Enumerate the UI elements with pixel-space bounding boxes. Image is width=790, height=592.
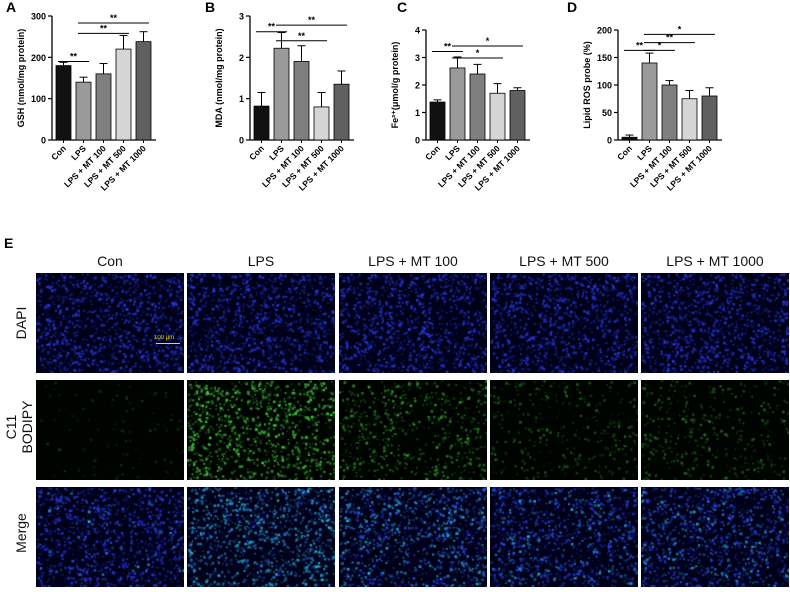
chart-b-bar bbox=[313, 106, 330, 141]
chart-c-y-tick-label: 1 bbox=[415, 108, 420, 118]
chart-c-y-axis-label: Fe²⁺(μmol/g protein) bbox=[390, 42, 400, 129]
chart-b-y-axis-label: MDA (nmol/mg protein) bbox=[214, 28, 224, 127]
chart-c-bar bbox=[509, 90, 526, 141]
chart-a-y-axis-label: GSH (nmol/mg protein) bbox=[16, 29, 26, 128]
micrograph-merge-0 bbox=[36, 487, 184, 587]
chart-b-significance-label: ** bbox=[308, 15, 316, 25]
column-header-mt1000: LPS + MT 1000 bbox=[666, 253, 764, 269]
chart-d-significance-label: * bbox=[658, 40, 662, 50]
chart-d-significance-label: ** bbox=[636, 40, 644, 50]
micrograph-dapi-4 bbox=[641, 273, 789, 373]
chart-a-bar bbox=[55, 65, 72, 141]
micrograph-dapi-1 bbox=[187, 273, 335, 373]
chart-b-y-tick-label: 2 bbox=[239, 53, 244, 63]
chart-c-y-tick-label: 4 bbox=[415, 26, 420, 36]
chart-a-bar bbox=[135, 41, 152, 141]
chart-a-category-label: Con bbox=[49, 143, 68, 162]
micrograph-bodipy-4 bbox=[641, 380, 789, 480]
chart-d-bar bbox=[681, 98, 698, 141]
chart-a-panel-letter: A bbox=[6, 0, 16, 15]
chart-d-category-label: Con bbox=[615, 143, 634, 162]
micrograph-merge-2 bbox=[339, 487, 487, 587]
row-label-c11-bodipy: C11 BODIPY bbox=[3, 400, 35, 454]
micrograph-merge-4 bbox=[641, 487, 789, 587]
chart-c-bar bbox=[469, 73, 486, 141]
microscopy-panel: E Con LPS LPS + MT 100 LPS + MT 500 LPS … bbox=[0, 225, 790, 592]
chart-b-bar bbox=[273, 47, 290, 141]
chart-d-bar bbox=[701, 95, 718, 141]
row-label-dapi: DAPI bbox=[13, 306, 29, 340]
chart-d-bar bbox=[641, 62, 658, 141]
chart-d-significance-label: ** bbox=[666, 33, 674, 43]
micrograph-dapi-3 bbox=[490, 273, 638, 373]
chart-d-y-tick-label: 100 bbox=[597, 81, 612, 91]
chart-b-category-label: Con bbox=[247, 143, 266, 162]
chart-d-significance-label: * bbox=[678, 24, 682, 34]
chart-a-significance-label: ** bbox=[70, 51, 78, 61]
micrograph-dapi-0 bbox=[36, 273, 184, 373]
micrograph-bodipy-0 bbox=[36, 380, 184, 480]
column-header-mt500: LPS + MT 500 bbox=[519, 253, 609, 269]
chart-c-significance-label: * bbox=[476, 48, 480, 58]
chart-b-panel-letter: B bbox=[205, 0, 215, 15]
chart-c-significance-label: * bbox=[486, 36, 490, 46]
chart-c-bar bbox=[449, 67, 466, 141]
chart-a-significance-label: ** bbox=[100, 23, 108, 33]
chart-a-y-tick-label: 0 bbox=[41, 136, 46, 146]
chart-a-y-tick-label: 300 bbox=[31, 12, 46, 22]
chart-b-bar bbox=[333, 83, 350, 141]
column-header-mt100: LPS + MT 100 bbox=[368, 253, 458, 269]
column-header-lps: LPS bbox=[247, 253, 275, 269]
chart-b-y-tick-label: 1 bbox=[239, 94, 244, 104]
column-header-con: Con bbox=[97, 253, 123, 269]
chart-a-bar bbox=[115, 48, 132, 141]
micrograph-bodipy-3 bbox=[490, 380, 638, 480]
chart-c-bar bbox=[489, 92, 506, 141]
chart-b-significance-label: ** bbox=[298, 31, 306, 41]
chart-a-y-tick-label: 200 bbox=[31, 53, 46, 63]
micrograph-merge-3 bbox=[490, 487, 638, 587]
chart-d-y-tick-label: 200 bbox=[597, 26, 612, 36]
micrograph-bodipy-1 bbox=[187, 380, 335, 480]
chart-d-bar bbox=[661, 84, 678, 141]
chart-d-y-tick-label: 0 bbox=[607, 136, 612, 146]
chart-a-bar bbox=[95, 73, 112, 141]
chart-c-y-tick-label: 0 bbox=[415, 136, 420, 146]
chart-b-y-tick-label: 0 bbox=[239, 136, 244, 146]
chart-b-bar bbox=[293, 61, 310, 141]
scale-bar bbox=[156, 343, 180, 344]
chart-c-category-label: Con bbox=[423, 143, 442, 162]
chart-a-y-tick-label: 100 bbox=[31, 94, 46, 104]
micrograph-bodipy-2 bbox=[339, 380, 487, 480]
chart-a-bar bbox=[75, 81, 92, 141]
chart-c-panel-letter: C bbox=[397, 0, 407, 15]
chart-b-y-tick-label: 3 bbox=[239, 12, 244, 22]
chart-c-bar bbox=[429, 101, 446, 141]
row-label-merge: Merge bbox=[13, 513, 29, 553]
chart-c-significance-label: ** bbox=[444, 41, 452, 51]
micrograph-merge-1 bbox=[187, 487, 335, 587]
scale-bar-label: 100 μm bbox=[154, 335, 175, 341]
chart-d-y-tick-label: 150 bbox=[597, 53, 612, 63]
chart-b-significance-label: ** bbox=[268, 22, 276, 32]
chart-d-y-tick-label: 50 bbox=[602, 108, 612, 118]
chart-c-y-tick-label: 2 bbox=[415, 81, 420, 91]
chart-d-bar bbox=[621, 136, 638, 141]
chart-d-panel-letter: D bbox=[567, 0, 577, 15]
chart-c-y-tick-label: 3 bbox=[415, 53, 420, 63]
micrograph-dapi-2 bbox=[339, 273, 487, 373]
chart-a-significance-label: ** bbox=[110, 13, 118, 23]
chart-b-bar bbox=[253, 105, 270, 141]
chart-d-y-axis-label: Lipid ROS probe (%) bbox=[582, 41, 592, 129]
panel-letter-e: E bbox=[4, 235, 14, 251]
